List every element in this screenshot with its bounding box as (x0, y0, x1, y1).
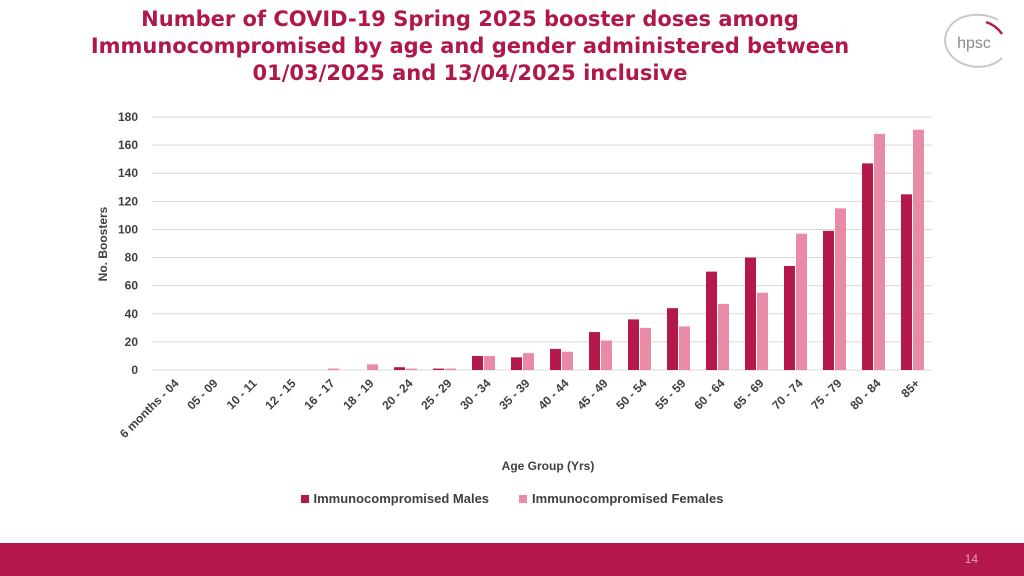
bar-females-17 (835, 208, 846, 370)
bar-females-4 (328, 368, 339, 370)
title-line-3: 01/03/2025 and 13/04/2025 inclusive (252, 61, 688, 85)
bar-females-5 (367, 364, 378, 370)
x-tick-label: 75 - 79 (808, 376, 845, 413)
x-axis-ticks: 6 months - 04 05 - 09 10 - 11 12 - 15 16 - 1… (117, 376, 923, 441)
bar-females-13 (679, 326, 690, 370)
x-tick-label: 35 - 39 (496, 376, 533, 413)
x-tick-label: 70 - 74 (769, 376, 806, 413)
bar-males-7 (433, 368, 444, 370)
y-tick-label: 100 (118, 222, 138, 236)
chart-title: Number of COVID-19 Spring 2025 booster d… (60, 6, 880, 87)
x-tick-label: 6 months - 04 (117, 376, 182, 441)
legend-item-males: Immunocompromised Males (300, 491, 490, 506)
bar-males-9 (511, 357, 522, 370)
x-tick-label: 25 - 29 (418, 376, 455, 413)
x-tick-label: 16 - 17 (301, 376, 338, 413)
bar-males-16 (784, 265, 795, 370)
x-tick-label: 45 - 49 (574, 376, 611, 413)
y-tick-label: 120 (118, 194, 138, 208)
bar-males-15 (745, 257, 756, 370)
y-tick-label: 20 (125, 335, 139, 349)
bar-males-17 (823, 230, 834, 370)
hpsc-logo-icon (944, 13, 1003, 68)
x-axis-label: Age Group (Yrs) (502, 459, 595, 473)
bar-females-19 (913, 129, 924, 370)
x-tick-label: 50 - 54 (613, 376, 650, 413)
x-tick-label: 20 - 24 (379, 376, 416, 413)
bar-females-12 (640, 327, 651, 370)
bar-males-14 (706, 271, 717, 370)
title-line-1: Number of COVID-19 Spring 2025 booster d… (141, 7, 799, 31)
bar-females-8 (484, 355, 495, 370)
x-tick-label: 55 - 59 (652, 376, 689, 413)
legend-item-females: Immunocompromised Females (519, 491, 724, 506)
bar-males-6 (394, 367, 405, 370)
gridlines (152, 116, 932, 371)
bar-females-16 (796, 233, 807, 370)
y-tick-label: 80 (125, 251, 139, 265)
title-line-2: Immunocompromised by age and gender admi… (90, 34, 850, 58)
x-tick-label: 85+ (898, 376, 922, 400)
chart-legend: Immunocompromised Males Immunocompromise… (0, 491, 1024, 506)
x-tick-label: 60 - 64 (691, 376, 728, 413)
bars (328, 129, 924, 370)
x-tick-label: 30 - 34 (457, 376, 494, 413)
bar-females-14 (718, 303, 729, 370)
hpsc-logo: hpsc (944, 13, 1004, 68)
hpsc-logo-swoosh (985, 20, 1004, 35)
y-axis-label: No. Boosters (96, 206, 110, 281)
legend-swatch-females (519, 494, 528, 503)
legend-label-males: Immunocompromised Males (313, 491, 490, 506)
bar-females-18 (874, 133, 885, 370)
bar-females-9 (523, 353, 534, 370)
bar-males-12 (628, 319, 639, 370)
x-tick-label: 12 - 15 (262, 376, 299, 413)
bar-females-10 (562, 351, 573, 370)
bar-females-6 (406, 368, 417, 370)
bar-females-15 (757, 292, 768, 370)
y-tick-label: 140 (118, 166, 138, 180)
bar-males-13 (667, 308, 678, 370)
x-tick-label: 10 - 11 (224, 376, 260, 412)
bar-males-10 (550, 348, 561, 370)
x-tick-label: 80 - 84 (847, 376, 884, 413)
legend-label-females: Immunocompromised Females (532, 491, 724, 506)
bar-females-11 (601, 340, 612, 370)
footer-bar: 14 (0, 543, 1024, 576)
x-tick-label: 40 - 44 (535, 376, 572, 413)
y-tick-label: 0 (131, 363, 138, 377)
page-number: 14 (964, 552, 978, 566)
y-tick-label: 160 (118, 138, 138, 152)
bar-chart: 0 20 40 60 80 100 120 140 160 180 6 months - 04 05… (96, 110, 932, 473)
x-tick-label: 18 - 19 (340, 376, 377, 413)
bar-males-11 (589, 332, 600, 370)
y-axis-ticks: 0 20 40 60 80 100 120 140 160 180 (118, 110, 138, 377)
logo-text: hpsc (957, 35, 991, 52)
bar-males-19 (901, 194, 912, 370)
y-tick-label: 180 (118, 110, 138, 124)
legend-swatch-males (300, 494, 309, 503)
bar-males-8 (472, 355, 483, 370)
x-tick-label: 05 - 09 (184, 376, 221, 413)
y-tick-label: 60 (125, 279, 139, 293)
bar-females-7 (445, 368, 456, 370)
bar-males-18 (862, 163, 873, 370)
y-tick-label: 40 (125, 307, 139, 321)
x-tick-label: 65 - 69 (730, 376, 767, 413)
